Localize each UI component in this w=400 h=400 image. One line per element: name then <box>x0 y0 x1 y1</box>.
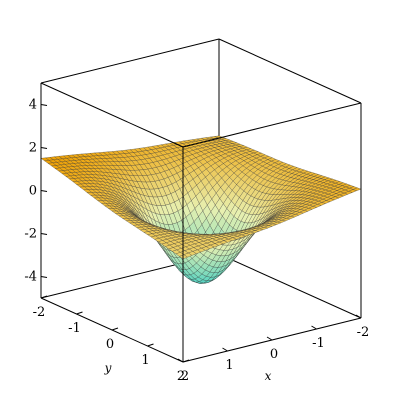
z-tick-mark <box>40 104 48 106</box>
x-tick-mark <box>266 336 273 341</box>
axes: x y -4 -2 0 2 4 -2 -1 0 1 2 -2 -1 0 1 2 <box>24 98 369 385</box>
y-tick-label: -2 <box>33 305 46 320</box>
z-tick-mark <box>40 276 48 278</box>
z-tick-label: 2 <box>29 141 37 156</box>
box-edge <box>182 102 362 148</box>
x-tick-label: 2 <box>181 369 189 384</box>
z-tick-label: -2 <box>24 227 37 242</box>
x-tick-mark <box>177 358 184 363</box>
y-axis-label: y <box>104 361 112 375</box>
x-tick-mark <box>311 325 317 330</box>
y-tick-mark <box>182 359 190 363</box>
x-axis-label: x <box>265 369 272 383</box>
box-edge <box>218 253 362 319</box>
y-tick-label: 2 <box>177 369 185 384</box>
x-tick-label: -2 <box>357 325 370 340</box>
z-tick-mark <box>40 190 48 192</box>
x-tick-mark <box>355 314 362 319</box>
box-edge <box>40 38 220 84</box>
x-tick-label: 0 <box>270 347 278 362</box>
x-tick-label: -1 <box>312 336 325 351</box>
y-tick-mark <box>111 327 119 331</box>
y-tick-label: 0 <box>106 337 114 352</box>
box-edge <box>40 82 184 148</box>
y-tick-mark <box>40 295 48 299</box>
z-tick-mark <box>40 233 48 235</box>
z-tick-label: 4 <box>29 98 37 113</box>
z-tick-mark <box>40 147 48 149</box>
x-tick-mark <box>222 347 228 352</box>
z-tick-label: 0 <box>29 184 37 199</box>
y-tick-label: 1 <box>141 353 149 368</box>
x-tick-label: 1 <box>225 358 233 373</box>
y-tick-mark <box>147 343 154 347</box>
bounding-box-front <box>40 82 362 363</box>
surface-mesh <box>40 135 362 284</box>
box-edge <box>218 38 362 104</box>
y-tick-mark <box>76 311 83 315</box>
z-tick-label: -4 <box>24 270 37 285</box>
y-tick-label: -1 <box>68 321 81 336</box>
